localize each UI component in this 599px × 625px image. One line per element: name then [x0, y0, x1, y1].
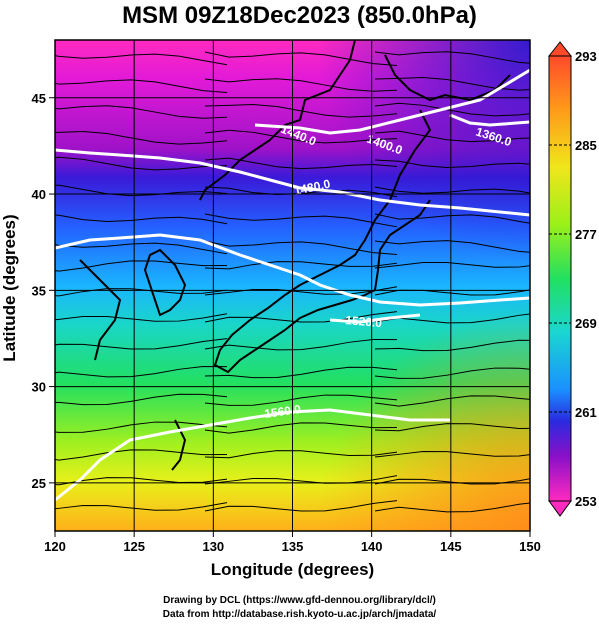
streamline: [55, 393, 228, 406]
data-credit: Data from http://database.rish.kyoto-u.a…: [162, 609, 437, 620]
streamline: [204, 103, 398, 118]
streamline: [55, 260, 228, 272]
streamline: [374, 102, 530, 117]
streamline: [55, 288, 228, 297]
streamline: [374, 76, 530, 91]
streamline: [374, 395, 530, 407]
x-tick-label: 125: [123, 539, 145, 554]
x-axis: 120 125 130 135 140 145 150: [44, 531, 541, 554]
streamline: [374, 213, 530, 224]
streamline: [55, 156, 228, 171]
streamline: [204, 450, 398, 459]
streamline: [204, 240, 398, 255]
colorbar-bottom-cap: [548, 500, 572, 517]
coastlines: [79, 40, 511, 471]
colorbar-top-cap: [547, 41, 573, 57]
streamline: [55, 184, 228, 197]
streamline: [374, 130, 530, 143]
y-tick-label: 40: [32, 187, 46, 202]
colorbar-tick-label: 261: [575, 405, 597, 420]
streamline: [55, 53, 228, 66]
x-tick-label: 140: [361, 539, 383, 554]
streamline: [374, 450, 530, 458]
streamline: [55, 449, 228, 461]
x-tick-label: 150: [519, 539, 541, 554]
contour-label: 1520.0: [345, 313, 383, 330]
streamline: [55, 365, 228, 378]
wind-streamlines: [55, 51, 530, 513]
streamline: [374, 478, 530, 485]
streamline: [55, 502, 228, 511]
x-tick-label: 130: [202, 539, 224, 554]
streamline: [55, 214, 228, 225]
map-title: MSM 09Z18Dec2023 (850.0hPa): [122, 2, 477, 29]
colorbar-scale: [548, 55, 572, 502]
streamline: [55, 421, 228, 433]
streamline: [204, 213, 398, 228]
streamline: [55, 79, 228, 93]
streamline: [204, 51, 398, 66]
y-axis: 25 30 35 40 45: [32, 91, 55, 491]
x-tick-label: 135: [282, 539, 304, 554]
streamline: [55, 130, 228, 145]
streamline: [55, 105, 228, 119]
drawing-credit: Drawing by DCL (https://www.gfd-dennou.o…: [163, 595, 436, 606]
streamline: [374, 186, 530, 194]
colorbar-tick-label: 293: [575, 49, 597, 64]
x-tick-label: 145: [440, 539, 462, 554]
y-tick-label: 45: [32, 91, 46, 106]
weather-map: 1360.0 1400.0 1440.0 1480.0 1520.0 1560.…: [32, 39, 597, 554]
streamline: [204, 500, 398, 512]
streamline: [374, 261, 530, 269]
streamline: [204, 311, 398, 323]
x-axis-label: Longitude (degrees): [210, 560, 375, 579]
streamline: [374, 313, 530, 324]
streamline: [204, 286, 398, 296]
colorbar-tick-label: 285: [575, 138, 597, 153]
y-tick-label: 30: [32, 380, 46, 395]
streamline: [374, 339, 530, 352]
y-tick-label: 25: [32, 476, 46, 491]
streamline: [374, 502, 530, 513]
streamline: [374, 51, 530, 64]
streamline: [204, 366, 398, 379]
streamline: [204, 261, 398, 270]
streamline: [374, 240, 530, 253]
y-tick-label: 35: [32, 283, 46, 298]
streamline: [204, 394, 398, 406]
height-contours: [55, 68, 530, 502]
temperature-field: 1360.0 1400.0 1440.0 1480.0 1520.0 1560.…: [55, 40, 530, 531]
streamline: [204, 78, 398, 92]
colorbar-tick-label: 253: [575, 494, 597, 509]
y-axis-label: Latitude (degrees): [0, 214, 19, 362]
streamline: [204, 157, 398, 170]
streamline: [374, 367, 530, 379]
streamline: [204, 186, 398, 198]
streamline: [374, 423, 530, 432]
streamline: [204, 422, 398, 434]
streamline: [55, 338, 228, 350]
x-tick-label: 120: [44, 539, 66, 554]
streamline: [55, 313, 228, 322]
colorbar: 293 285 277 269 261 253: [547, 41, 597, 517]
colorbar-tick-label: 269: [575, 316, 597, 331]
streamline: [204, 338, 398, 351]
colorbar-tick-label: 277: [575, 227, 597, 242]
streamline: [204, 129, 398, 144]
streamline: [204, 475, 398, 485]
